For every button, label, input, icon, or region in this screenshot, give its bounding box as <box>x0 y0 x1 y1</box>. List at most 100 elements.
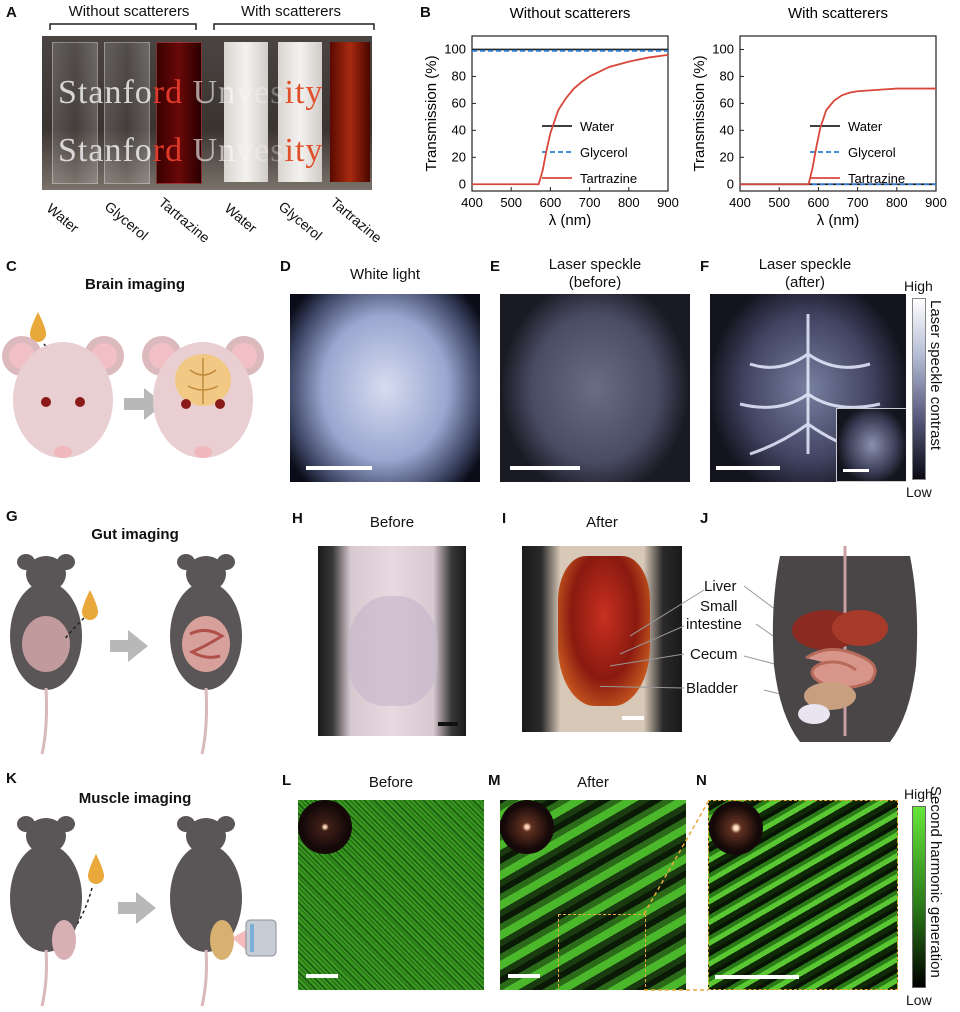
chart0-plot-frame <box>471 35 669 192</box>
fft-inset <box>500 800 554 854</box>
vial-photo: Stanford Unvesity Stanford Unvesity <box>42 36 372 190</box>
chart0-ytick-label-100: 100 <box>444 41 466 56</box>
vial-water-1 <box>52 42 98 184</box>
chart1-xtick-label-500: 500 <box>768 195 790 210</box>
chart1-xtick-label-400: 400 <box>729 195 751 210</box>
vial-glycerol-2 <box>278 42 322 182</box>
panel-label-k: K <box>6 770 17 787</box>
label-text-rd-2: rd <box>152 132 184 169</box>
speckle-colorbar-low: Low <box>906 484 932 500</box>
scale-bar <box>510 466 580 470</box>
chart0-ytick-label-80: 80 <box>452 68 466 83</box>
scale-bar <box>438 722 458 726</box>
chart0-xtick-label-900: 900 <box>657 195 679 210</box>
gut-imaging-title: Gut imaging <box>91 526 179 543</box>
chart1-legend-label-glycerol: Glycerol <box>848 145 896 160</box>
label-text-s: s <box>270 74 285 111</box>
chart0-xtick-label-700: 700 <box>579 195 601 210</box>
speckle-colorbar-high: High <box>904 278 933 294</box>
panel-label-c: C <box>6 258 17 275</box>
group-brackets <box>49 23 375 30</box>
scale-bar <box>306 974 338 978</box>
organ-label-intestine: intestine <box>686 616 742 633</box>
panel-label-d: D <box>280 258 291 275</box>
chart1-ytick-label-0: 0 <box>727 176 734 191</box>
chart1-ylabel: Transmission (%) <box>691 55 708 171</box>
group-label-without-scatterers: Without scatterers <box>68 3 190 20</box>
shg-colorbar <box>912 806 926 988</box>
laser-speckle-before-title-1: Laser speckle <box>548 256 642 273</box>
white-light-image <box>290 294 480 482</box>
chart1-ytick-label-20: 20 <box>720 149 734 164</box>
chart1-ytick-label-80: 80 <box>720 68 734 83</box>
chart1-ytick-label-40: 40 <box>720 122 734 137</box>
label-text-un: Un <box>192 74 237 111</box>
label-text-s-2: s <box>270 132 285 169</box>
fft-inset <box>298 800 352 854</box>
panel-label-a: A <box>6 4 17 21</box>
organ-label-small: Small <box>700 598 738 615</box>
scale-bar <box>843 469 869 472</box>
organ-label-bladder: Bladder <box>686 680 738 697</box>
shg-colorbar-high: High <box>904 786 933 802</box>
gut-before-title: Before <box>369 514 415 531</box>
laser-speckle-before-image <box>500 294 690 482</box>
zoom-region-box <box>558 914 646 990</box>
vial-label-glycerol-2: Glycerol <box>275 198 326 244</box>
vial-label-water-1: Water <box>43 200 83 236</box>
chart0-xtick-label-600: 600 <box>540 195 562 210</box>
chart1-legend-label-tartrazine: Tartrazine <box>848 171 905 186</box>
abdomen-window <box>348 596 438 706</box>
chart0-legend-label-water: Water <box>580 119 615 134</box>
vessel-pattern <box>739 314 881 456</box>
speckle-colorbar-label: Laser speckle contrast <box>927 300 944 451</box>
panel-label-l: L <box>282 772 292 789</box>
speckle-colorbar <box>912 298 926 480</box>
panel-label-i: I <box>502 510 507 527</box>
chart1-xtick-label-800: 800 <box>886 195 908 210</box>
organ-label-cecum: Cecum <box>690 646 738 663</box>
label-text-ve: ve <box>236 74 271 111</box>
scale-bar <box>306 466 372 470</box>
chart0-series-tartrazine <box>472 53 669 186</box>
vial-label-glycerol-1: Glycerol <box>101 198 152 244</box>
shg-after-title: After <box>577 774 609 791</box>
label-text-stanfo-2: Stanfo <box>58 132 153 169</box>
fft-inset <box>709 801 763 855</box>
panel-label-e: E <box>490 258 501 275</box>
vial-tartrazine-2 <box>330 42 370 182</box>
chart1-ytick-label-100: 100 <box>712 41 734 56</box>
vial-label-tartrazine-2: Tartrazine <box>327 194 386 246</box>
scale-bar <box>715 975 799 979</box>
muscle-mice-illustration <box>10 816 277 1007</box>
chart0-legend-label-glycerol: Glycerol <box>580 145 628 160</box>
inset-image <box>836 408 906 482</box>
chart0-xtick-label-500: 500 <box>500 195 522 210</box>
panel-label-g: G <box>6 508 18 525</box>
gut-before-photo <box>318 546 466 736</box>
label-text-rd: rd <box>152 74 184 111</box>
chart1-series-tartrazine <box>740 87 936 186</box>
panel-label-m: M <box>488 772 501 789</box>
shg-before-image <box>298 800 484 990</box>
chart1-ytick-label-60: 60 <box>720 95 734 110</box>
dye-drop-icon <box>82 590 98 620</box>
chart0-xtick-label-400: 400 <box>461 195 483 210</box>
exposed-organs <box>558 556 650 706</box>
shg-colorbar-label: Second harmonic generation <box>927 786 944 978</box>
chart1-title: With scatterers <box>788 5 888 22</box>
chart0-xlabel: λ (nm) <box>549 212 592 229</box>
dye-drop-icon <box>88 854 104 884</box>
label-text-ve-2: ve <box>236 132 271 169</box>
panel-label-b: B <box>420 4 431 21</box>
zoom-connector-lines <box>643 801 709 991</box>
laser-speckle-after-image <box>710 294 906 482</box>
brain-mice-illustration <box>2 312 264 458</box>
vial-tartrazine-1 <box>156 42 202 184</box>
laser-speckle-after-title-2: (after) <box>784 274 825 291</box>
vial-glycerol-1 <box>104 42 150 184</box>
arrow-right-icon <box>118 892 156 924</box>
gut-after-title: After <box>586 514 618 531</box>
chart0-ytick-label-0: 0 <box>459 176 466 191</box>
chart0-title: Without scatterers <box>510 5 631 22</box>
